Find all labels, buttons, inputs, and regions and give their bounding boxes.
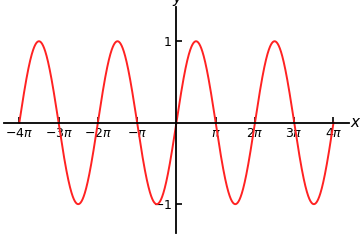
Text: y: y	[172, 0, 181, 6]
Text: x: x	[350, 115, 359, 130]
